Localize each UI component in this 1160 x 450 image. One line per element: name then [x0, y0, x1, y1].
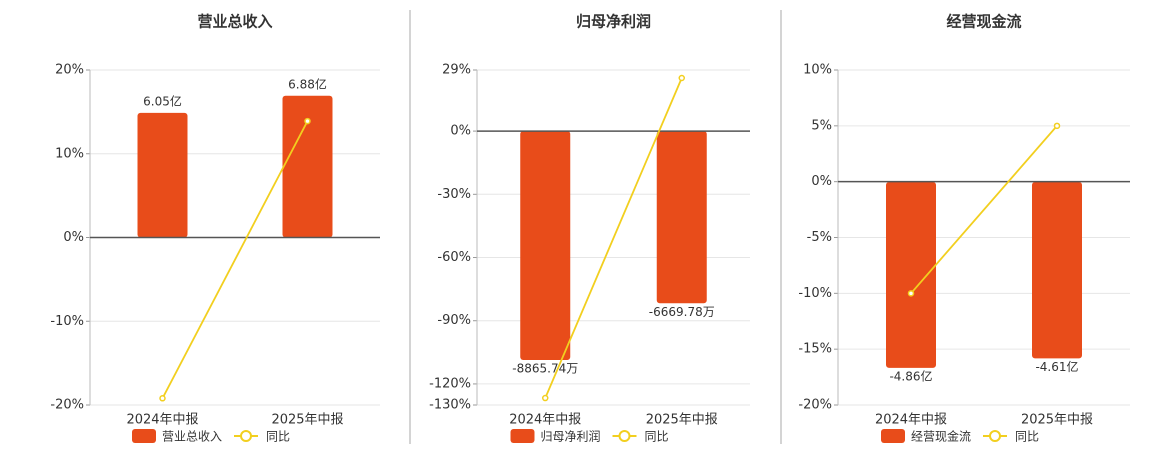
- y-tick-label: 0%: [63, 230, 84, 245]
- data-label: 6.05亿: [143, 93, 182, 108]
- legend-marker: [989, 430, 1001, 442]
- legend-label: 同比: [645, 430, 669, 444]
- y-tick-label: 10%: [803, 63, 832, 78]
- y-tick-label: 0%: [811, 174, 832, 189]
- y-tick-label: -15%: [798, 342, 832, 357]
- y-tick-label: -20%: [798, 398, 832, 413]
- data-label: -6669.78万: [649, 305, 715, 319]
- line-marker: [907, 290, 915, 297]
- x-tick-label: 2025年中报: [271, 413, 343, 428]
- legend-label: 经营现金流: [911, 429, 971, 444]
- data-label: 6.88亿: [288, 76, 327, 91]
- bar: [886, 182, 936, 368]
- y-tick-label: -30%: [437, 187, 471, 202]
- data-label: -4.86亿: [889, 368, 932, 383]
- legend-marker: [618, 430, 631, 442]
- legend-label: 营业总收入: [162, 430, 222, 444]
- y-tick-label: 10%: [55, 146, 84, 161]
- legend-swatch: [881, 429, 905, 443]
- line-marker: [159, 395, 166, 402]
- legend-marker: [240, 430, 252, 442]
- x-tick-label: 2025年中报: [1021, 413, 1093, 428]
- bar: [137, 112, 188, 238]
- line: [910, 125, 1058, 294]
- bar: [1032, 182, 1082, 359]
- bar: [520, 131, 571, 360]
- line-marker: [678, 74, 685, 82]
- y-tick-label: 29%: [442, 63, 471, 78]
- legend-swatch: [132, 429, 156, 443]
- chart-title: 归母净利润: [576, 13, 651, 31]
- y-tick-label: 20%: [55, 63, 84, 78]
- data-label: -4.61亿: [1035, 359, 1078, 374]
- legend-label: 同比: [266, 430, 290, 444]
- bar: [282, 95, 333, 238]
- x-tick-label: 2024年中报: [126, 413, 198, 428]
- bar: [656, 131, 707, 304]
- legend-label: 同比: [1015, 430, 1039, 444]
- y-tick-label: 5%: [811, 118, 832, 133]
- chart-title: 营业总收入: [197, 13, 272, 31]
- x-tick-label: 2024年中报: [509, 413, 581, 428]
- y-tick-label: -120%: [429, 376, 471, 391]
- legend-swatch: [510, 429, 535, 443]
- chart-title: 经营现金流: [946, 13, 1021, 31]
- line: [544, 77, 683, 399]
- line-marker: [304, 117, 311, 125]
- line-marker: [1053, 122, 1061, 130]
- x-tick-label: 2025年中报: [646, 413, 718, 428]
- line-marker: [542, 394, 549, 402]
- y-tick-label: -20%: [50, 398, 84, 413]
- data-label: -8865.74万: [512, 361, 578, 375]
- x-tick-label: 2024年中报: [875, 413, 947, 428]
- line: [161, 120, 309, 399]
- y-tick-label: -90%: [437, 313, 471, 328]
- y-tick-label: -5%: [807, 230, 832, 245]
- y-tick-label: 0%: [450, 124, 471, 139]
- y-tick-label: -130%: [429, 398, 471, 413]
- legend-label: 归母净利润: [541, 430, 601, 444]
- y-tick-label: -60%: [437, 250, 471, 265]
- y-tick-label: -10%: [50, 314, 84, 329]
- y-tick-label: -10%: [798, 286, 832, 301]
